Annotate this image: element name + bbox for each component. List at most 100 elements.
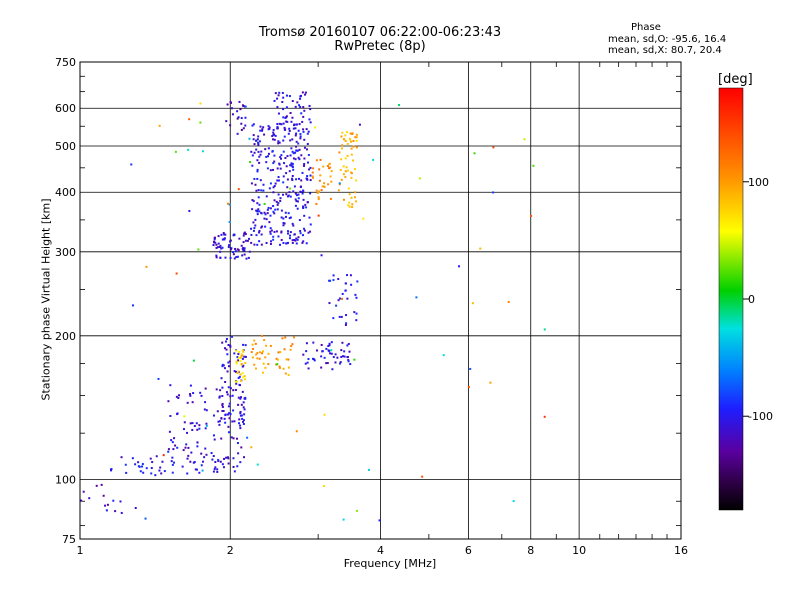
data-point	[289, 231, 292, 234]
data-point	[242, 422, 245, 425]
data-point	[241, 372, 244, 375]
data-point	[257, 208, 260, 211]
data-point	[291, 239, 294, 242]
data-point	[285, 242, 288, 245]
data-point	[306, 201, 309, 204]
data-point	[242, 420, 245, 423]
data-point	[238, 100, 241, 103]
data-point	[218, 245, 221, 248]
data-point	[336, 356, 339, 359]
data-point	[219, 244, 222, 247]
data-point	[285, 115, 288, 118]
data-point	[252, 134, 255, 137]
data-point	[242, 246, 245, 249]
data-point	[315, 159, 318, 162]
data-point	[275, 200, 278, 203]
data-point	[229, 239, 232, 242]
data-point	[319, 174, 322, 177]
data-point	[233, 420, 236, 423]
data-point	[351, 206, 354, 209]
data-point	[289, 154, 292, 157]
data-point	[344, 282, 347, 285]
data-point	[248, 237, 251, 240]
data-point	[223, 417, 226, 420]
data-point	[260, 226, 263, 229]
data-point	[421, 475, 424, 478]
data-point	[239, 424, 242, 427]
data-point	[282, 150, 285, 153]
data-point	[292, 152, 295, 155]
data-point	[286, 155, 289, 158]
data-point	[272, 210, 275, 213]
data-point	[338, 297, 341, 300]
data-point	[236, 356, 239, 359]
data-point	[221, 246, 224, 249]
data-point	[339, 168, 342, 171]
data-point	[299, 229, 302, 232]
data-point	[225, 348, 228, 351]
data-point	[285, 172, 288, 175]
data-point	[256, 177, 259, 180]
data-point	[134, 463, 137, 466]
data-point	[243, 375, 246, 378]
data-point	[244, 344, 247, 347]
data-point	[289, 164, 292, 167]
data-point	[315, 189, 318, 192]
data-point	[276, 167, 279, 170]
data-point	[256, 138, 259, 141]
data-point	[218, 420, 221, 423]
data-point	[301, 171, 304, 174]
data-point	[286, 178, 289, 181]
data-point	[229, 124, 232, 127]
data-point	[277, 358, 280, 361]
data-point	[272, 162, 275, 165]
data-point	[243, 248, 246, 251]
data-point	[276, 363, 279, 366]
data-point	[290, 345, 293, 348]
data-point	[353, 358, 356, 361]
data-point	[278, 162, 281, 165]
data-point	[355, 133, 358, 136]
data-point	[334, 361, 337, 364]
data-point	[274, 208, 277, 211]
data-point	[226, 370, 229, 373]
data-point	[307, 161, 310, 164]
data-point	[223, 237, 226, 240]
data-point	[277, 235, 280, 238]
data-point	[330, 352, 333, 355]
data-point	[223, 367, 226, 370]
data-point	[220, 247, 223, 250]
data-point	[245, 257, 248, 260]
data-point	[343, 138, 346, 141]
data-point	[221, 365, 224, 368]
data-point	[258, 203, 261, 206]
data-point	[227, 405, 230, 408]
data-point	[193, 461, 196, 464]
data-point	[277, 112, 280, 115]
data-point	[227, 344, 230, 347]
data-point	[340, 178, 343, 181]
data-point	[227, 386, 230, 389]
data-point	[120, 511, 123, 514]
data-point	[291, 241, 294, 244]
data-point	[293, 185, 296, 188]
data-point	[233, 370, 236, 373]
data-point	[302, 240, 305, 243]
data-point	[299, 133, 302, 136]
data-point	[282, 221, 285, 224]
data-point	[228, 221, 231, 224]
data-point	[105, 509, 108, 512]
data-point	[240, 128, 243, 131]
data-point	[204, 447, 207, 450]
data-point	[335, 304, 338, 307]
data-point	[341, 341, 344, 344]
data-point	[183, 421, 186, 424]
data-point	[238, 237, 241, 240]
data-point	[242, 234, 245, 237]
data-point	[257, 135, 260, 138]
data-point	[318, 168, 321, 171]
data-point	[286, 195, 289, 198]
data-point	[244, 361, 247, 364]
data-point	[291, 179, 294, 182]
data-point	[271, 135, 274, 138]
